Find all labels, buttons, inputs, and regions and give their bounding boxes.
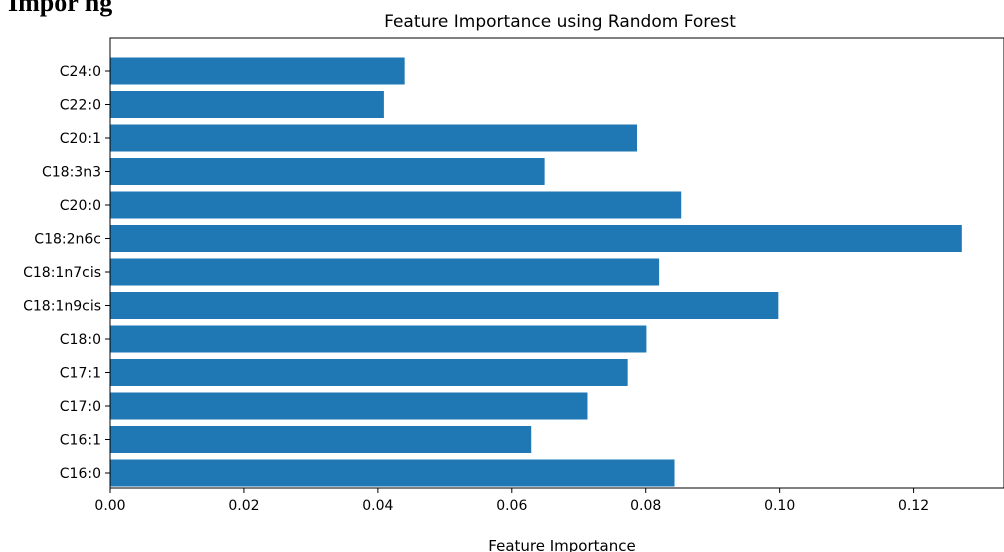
y-tick-label: C20:0 bbox=[60, 198, 101, 214]
y-tick-label: C24:0 bbox=[60, 64, 101, 80]
x-tick-label: 0.06 bbox=[496, 498, 527, 514]
y-tick-label: C22:0 bbox=[60, 98, 101, 114]
x-tick-label: 0.10 bbox=[764, 498, 795, 514]
y-tick-label: C16:1 bbox=[60, 433, 101, 449]
x-tick-label: 0.04 bbox=[362, 498, 393, 514]
bar-c22-0 bbox=[110, 91, 384, 118]
y-tick-label: C18:3n3 bbox=[42, 165, 101, 181]
bar-c20-0 bbox=[110, 191, 682, 219]
bar-c18-2n6c bbox=[110, 225, 962, 252]
bar-c18-3n3 bbox=[110, 158, 545, 185]
bar-c18-1n7cis bbox=[110, 258, 660, 286]
y-tick-label: C17:0 bbox=[60, 399, 101, 415]
bar-c16-0 bbox=[110, 459, 675, 487]
y-tick-label: C17:1 bbox=[60, 366, 101, 382]
y-tick-label: C18:0 bbox=[60, 332, 101, 348]
bar-c20-1 bbox=[110, 124, 638, 152]
bar-c18-1n9cis bbox=[110, 292, 779, 319]
x-tick-label: 0.12 bbox=[898, 498, 929, 514]
bar-c24-0 bbox=[110, 57, 405, 85]
bar-c17-0 bbox=[110, 392, 588, 420]
x-tick-label: 0.08 bbox=[630, 498, 661, 514]
x-axis-label: Feature Importance bbox=[488, 537, 635, 552]
bar-c17-1 bbox=[110, 359, 628, 386]
chart-title: Feature Importance using Random Forest bbox=[384, 12, 736, 32]
y-tick-label: C20:1 bbox=[60, 131, 101, 147]
y-tick-label: C18:1n7cis bbox=[23, 265, 101, 281]
bar-c18-0 bbox=[110, 325, 647, 353]
page-heading-fragment: Impor ng bbox=[8, 0, 113, 17]
x-tick-label: 0.02 bbox=[228, 498, 259, 514]
y-tick-label: C16:0 bbox=[60, 466, 101, 482]
y-tick-label: C18:1n9cis bbox=[23, 299, 101, 315]
y-tick-label: C18:2n6c bbox=[34, 232, 101, 248]
bar-c16-1 bbox=[110, 426, 532, 453]
plot-frame bbox=[109, 37, 1004, 489]
x-tick-label: 0.00 bbox=[94, 498, 125, 514]
